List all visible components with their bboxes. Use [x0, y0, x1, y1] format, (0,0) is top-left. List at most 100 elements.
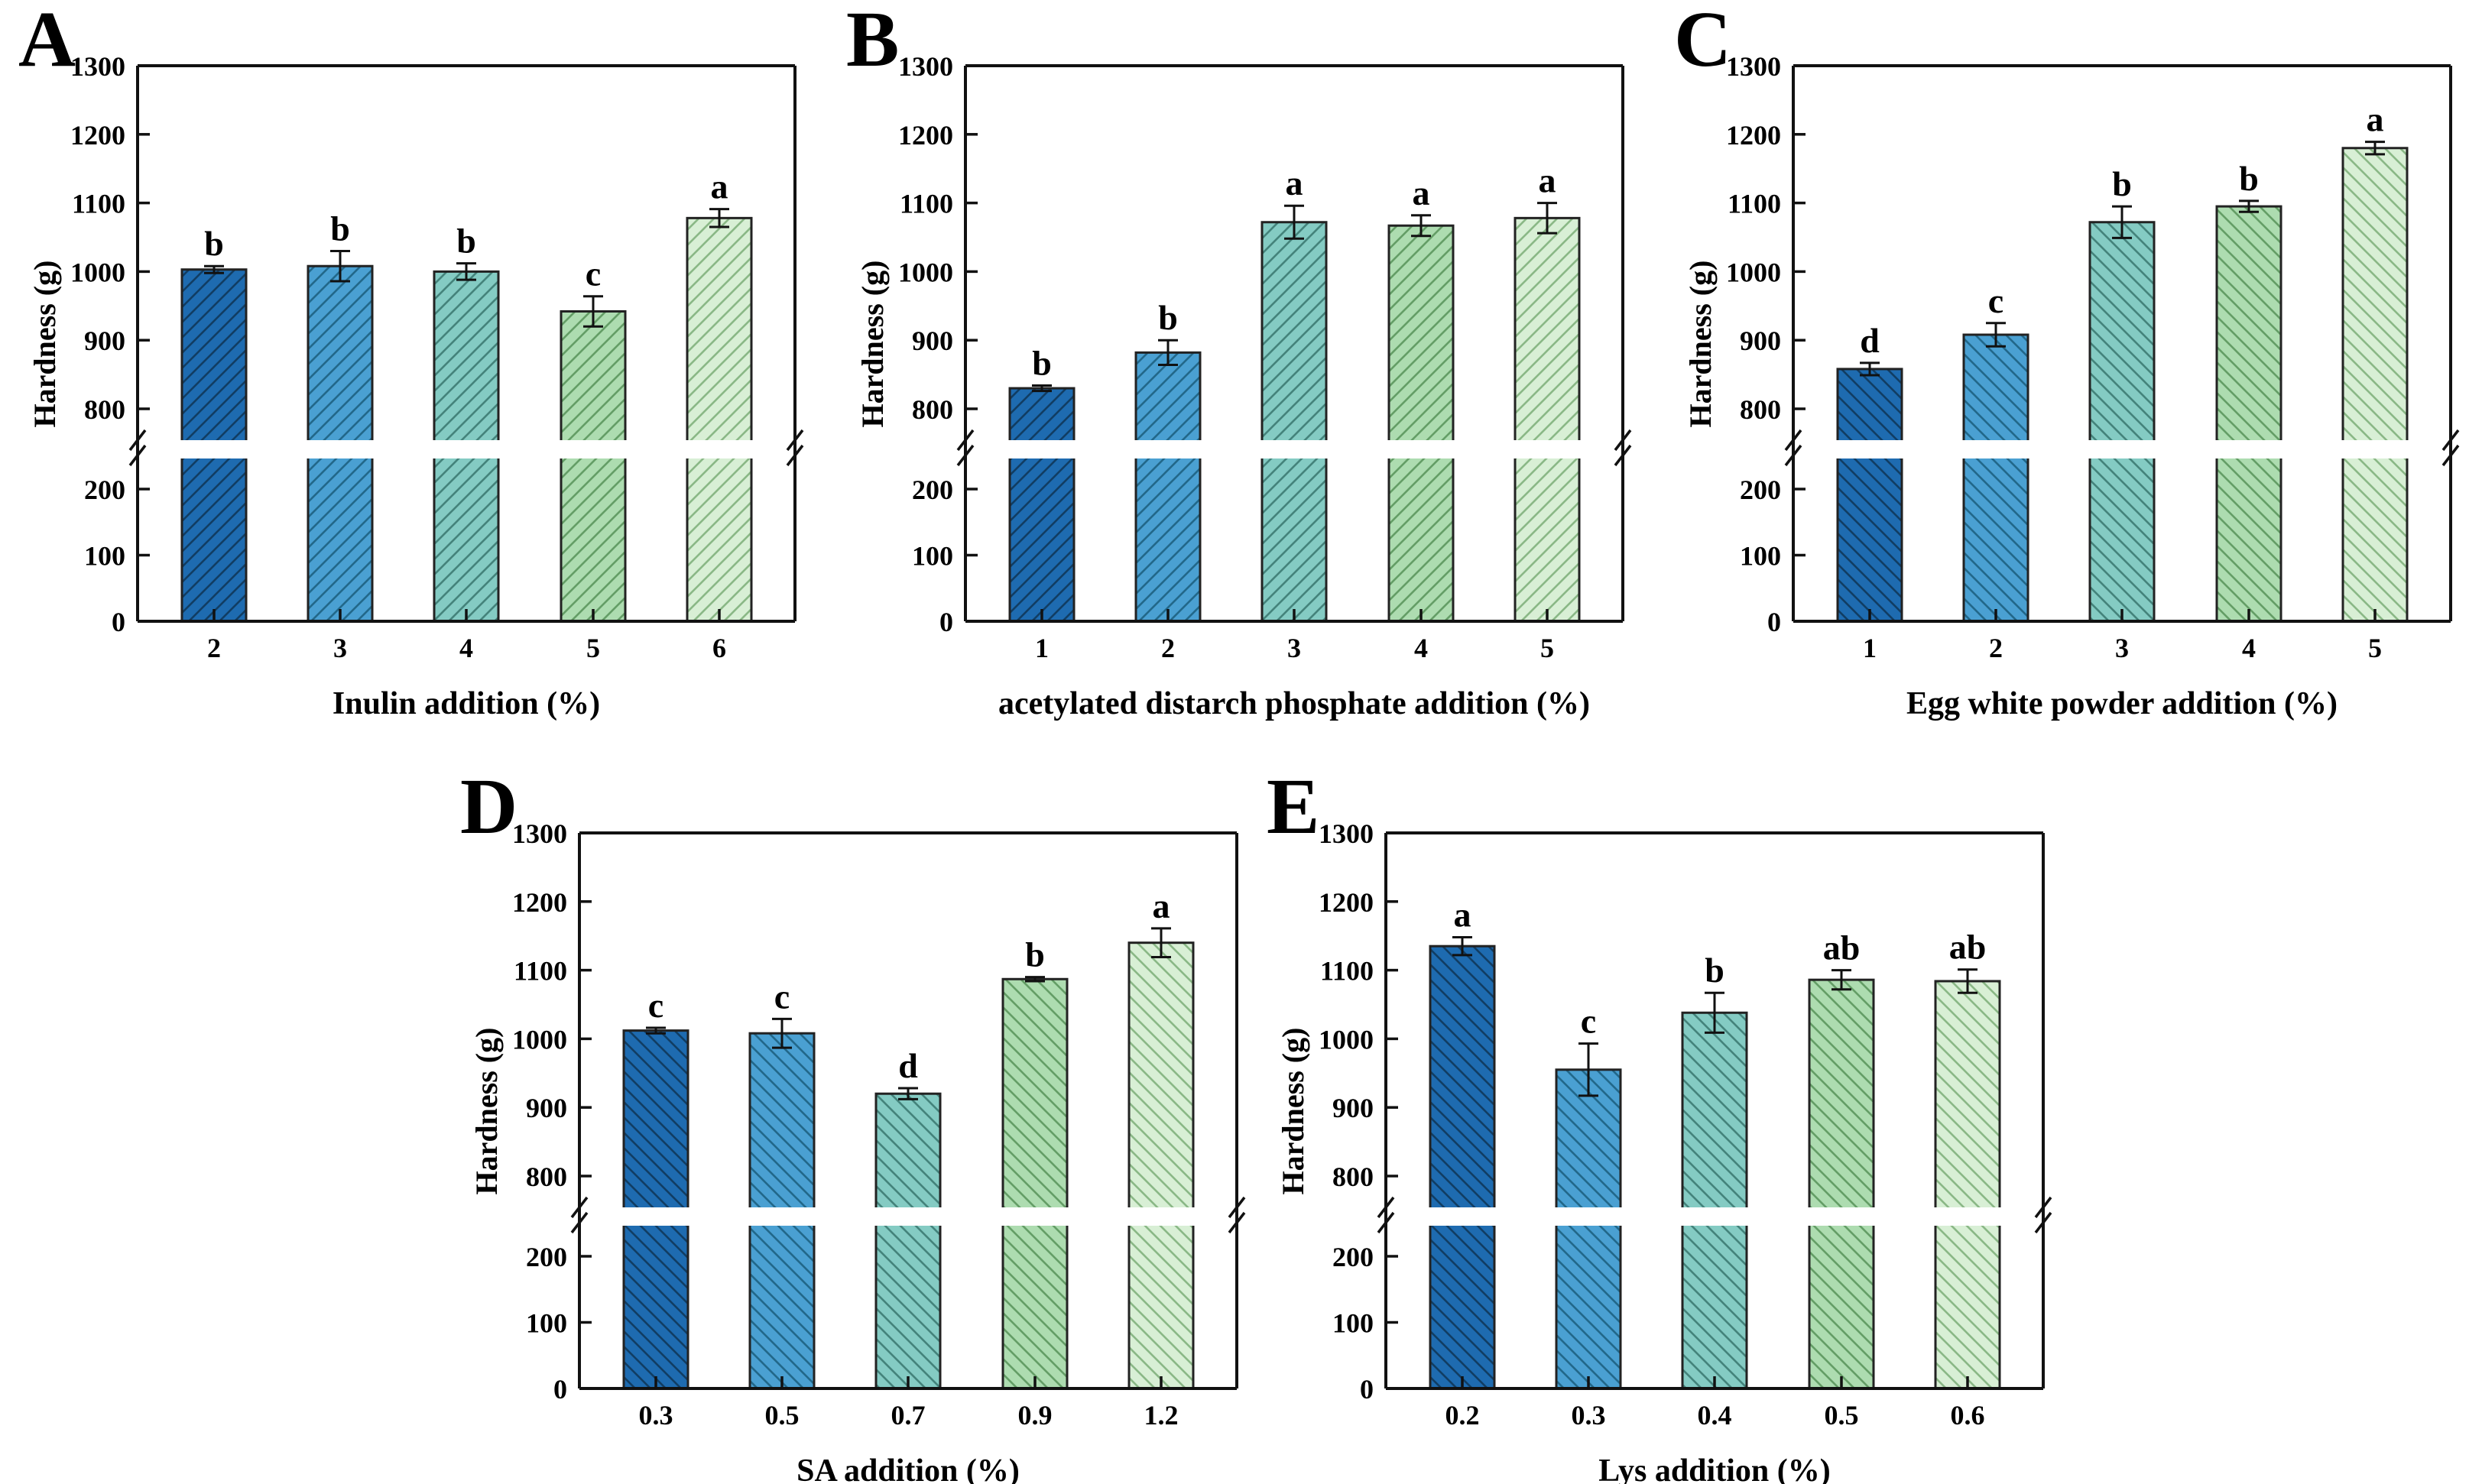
axis-break-mark	[1377, 1211, 1395, 1234]
significance-label: b	[1158, 298, 1178, 337]
y-axis-title: Hardness (g)	[1276, 1028, 1310, 1195]
significance-label: b	[204, 224, 224, 263]
y-tick-label: 1000	[70, 257, 125, 287]
bar-hatch	[561, 311, 625, 621]
bar-hatch	[2217, 206, 2281, 622]
y-tick-label: 1000	[898, 257, 953, 287]
y-tick-label: 1200	[512, 887, 567, 918]
y-tick-label: 100	[526, 1308, 567, 1339]
axis-break-mark	[786, 444, 804, 467]
y-tick-label: 1300	[1319, 818, 1374, 849]
y-tick-label: 1000	[1726, 257, 1781, 287]
panel-d: c c d b a 1300 1200 1100 1000 900 800 0 100 200 0.3 0.5…	[460, 763, 1246, 1484]
panel-letter: C	[1674, 0, 1731, 83]
axis-break-mark	[2441, 444, 2460, 467]
y-tick-label: 800	[526, 1162, 567, 1192]
bar-hatch	[2343, 147, 2407, 621]
y-tick-label: 1100	[514, 956, 567, 987]
x-tick-label: 0.5	[765, 1400, 800, 1431]
y-tick-label: 0	[553, 1374, 567, 1405]
y-tick-label: 900	[1332, 1093, 1374, 1123]
significance-label: a	[1413, 173, 1430, 212]
y-axis-title: Hardness (g)	[1683, 261, 1718, 428]
y-tick-label: 200	[526, 1242, 567, 1272]
y-tick-label: 800	[1740, 394, 1781, 425]
panel-c: d c b b a 1300 1200 1100 1000 900 800 0 100 200 1 2 3 4 5E…	[1674, 0, 2460, 721]
significance-label: ab	[1823, 928, 1861, 967]
axis-break-mark	[128, 444, 147, 467]
significance-label: c	[1581, 1002, 1596, 1041]
y-tick-label: 900	[1740, 326, 1781, 356]
y-tick-label: 1200	[1319, 887, 1374, 918]
y-tick-label: 1100	[900, 189, 953, 219]
significance-label: ab	[1949, 928, 1987, 967]
significance-label: c	[774, 977, 790, 1016]
axis-break-band	[1388, 1207, 2041, 1226]
y-tick-label: 0	[939, 607, 953, 637]
significance-label: c	[586, 254, 601, 293]
panel-letter: E	[1267, 763, 1319, 851]
axis-break-mark	[1614, 429, 1632, 452]
significance-label: a	[1454, 895, 1471, 934]
significance-label: d	[1860, 321, 1880, 360]
significance-label: b	[1032, 343, 1052, 382]
significance-label: b	[1025, 935, 1045, 974]
significance-label: b	[2239, 159, 2259, 198]
y-tick-label: 0	[1767, 607, 1781, 637]
x-tick-label: 2	[1989, 633, 2003, 663]
y-tick-label: 100	[1332, 1308, 1374, 1339]
y-tick-label: 200	[1332, 1242, 1374, 1272]
x-tick-label: 0.3	[1572, 1400, 1606, 1431]
y-tick-label: 0	[1360, 1374, 1374, 1405]
y-tick-label: 0	[112, 607, 125, 637]
x-axis-title: SA addition (%)	[797, 1453, 1020, 1484]
y-tick-label: 800	[84, 394, 125, 425]
axis-break-mark	[2034, 1211, 2052, 1234]
x-axis-title: Egg white powder addition (%)	[1906, 686, 2338, 721]
y-tick-label: 1100	[72, 189, 125, 219]
axis-break-band	[968, 440, 1621, 458]
bar-hatch	[1389, 225, 1453, 621]
bar-hatch	[1136, 352, 1200, 621]
x-tick-label: 0.7	[891, 1400, 926, 1431]
panel-a: b b b c a 1300 1200 1100 1000 900 800 0 100 200 2 3 4 5 6 I…	[18, 0, 804, 721]
x-axis-title: Inulin addition (%)	[333, 686, 600, 721]
x-tick-label: 0.6	[1951, 1400, 1985, 1431]
significance-label: b	[330, 209, 350, 248]
y-tick-label: 1300	[70, 51, 125, 82]
x-tick-label: 5	[2368, 633, 2382, 663]
axis-break-mark	[1784, 429, 1802, 452]
panel-letter: A	[18, 0, 76, 83]
y-axis-title: Hardness (g)	[28, 261, 62, 428]
y-tick-label: 900	[84, 326, 125, 356]
axis-break-mark	[786, 429, 804, 452]
x-tick-label: 4	[2242, 633, 2256, 663]
axis-break-mark	[1377, 1196, 1395, 1219]
x-axis-title: acetylated distarch phosphate addition (…	[998, 686, 1590, 721]
x-tick-label: 0.4	[1698, 1400, 1732, 1431]
x-tick-label: 1	[1863, 633, 1877, 663]
significance-label: b	[1705, 951, 1724, 990]
y-tick-label: 1300	[512, 818, 567, 849]
x-tick-label: 0.3	[639, 1400, 673, 1431]
bar-hatch	[1935, 980, 2000, 1388]
y-tick-label: 800	[1332, 1162, 1374, 1192]
bar-hatch	[1838, 368, 1902, 621]
y-tick-label: 1100	[1320, 956, 1374, 987]
bar-hatch	[687, 218, 751, 622]
y-axis-title: Hardness (g)	[469, 1028, 504, 1195]
x-tick-label: 0.2	[1445, 1400, 1480, 1431]
bar-hatch	[1129, 942, 1193, 1388]
y-tick-label: 200	[912, 475, 953, 505]
x-tick-label: 4	[1414, 633, 1428, 663]
bar-hatch	[1556, 1069, 1621, 1388]
bar-hatch	[1262, 222, 1326, 621]
panel-e: a c b ab ab 1300 1200 1100 1000 900 800 0 100 200 0.2 0…	[1267, 763, 2052, 1484]
x-tick-label: 5	[1540, 633, 1554, 663]
axis-break-band	[140, 440, 793, 458]
y-tick-label: 800	[912, 394, 953, 425]
bar-hatch	[1682, 1013, 1747, 1388]
x-axis-title: Lys addition (%)	[1598, 1453, 1830, 1484]
bar-hatch	[2090, 222, 2154, 621]
